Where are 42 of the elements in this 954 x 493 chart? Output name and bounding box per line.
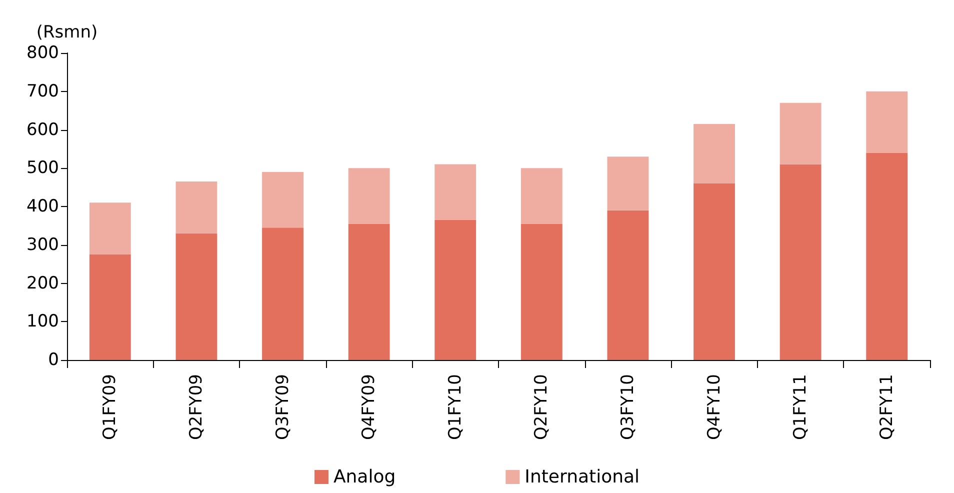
bar [780, 164, 822, 360]
x-tick-label: Q2FY11 [876, 374, 897, 440]
x-tick-label: Q4FY10 [704, 374, 724, 440]
bar [348, 224, 390, 360]
y-tick-label: 200 [26, 273, 59, 294]
y-tick-label: 700 [26, 81, 59, 102]
bar [434, 164, 476, 220]
bar [89, 202, 131, 254]
y-tick-label: 600 [26, 120, 59, 140]
bar [262, 172, 304, 228]
y-tick-label: 400 [26, 196, 59, 216]
x-tick-label: Q1FY11 [790, 374, 811, 440]
x-tick-label: Q1FY09 [100, 374, 120, 440]
legend-label: Analog [333, 466, 396, 488]
bar [866, 152, 908, 360]
bar [694, 183, 735, 360]
legend-label: International [524, 466, 640, 488]
bar [694, 124, 735, 184]
bar [89, 254, 131, 360]
bar [262, 228, 304, 360]
x-tick-label: Q2FY09 [186, 374, 206, 440]
bar [780, 102, 822, 164]
bar [348, 168, 390, 224]
bar [866, 91, 908, 153]
y-axis-title: (Rsmn) [36, 22, 98, 42]
x-tick-label: Q3FY09 [272, 374, 293, 440]
bar [176, 182, 218, 234]
bar [607, 156, 649, 210]
x-tick-label: Q1FY10 [445, 374, 466, 440]
bar [176, 233, 218, 360]
y-tick-label: 800 [26, 43, 59, 63]
y-tick-label: 500 [26, 158, 59, 178]
y-tick-label: 0 [48, 350, 59, 370]
x-tick-label: Q4FY09 [359, 374, 380, 440]
y-tick-label: 300 [26, 234, 59, 255]
y-tick-label: 100 [26, 312, 59, 332]
x-tick-label: Q3FY10 [618, 374, 638, 440]
bar [434, 220, 476, 360]
bar [520, 168, 562, 224]
bar [520, 224, 562, 360]
x-tick-label: Q2FY10 [532, 374, 552, 440]
bar [607, 210, 649, 360]
